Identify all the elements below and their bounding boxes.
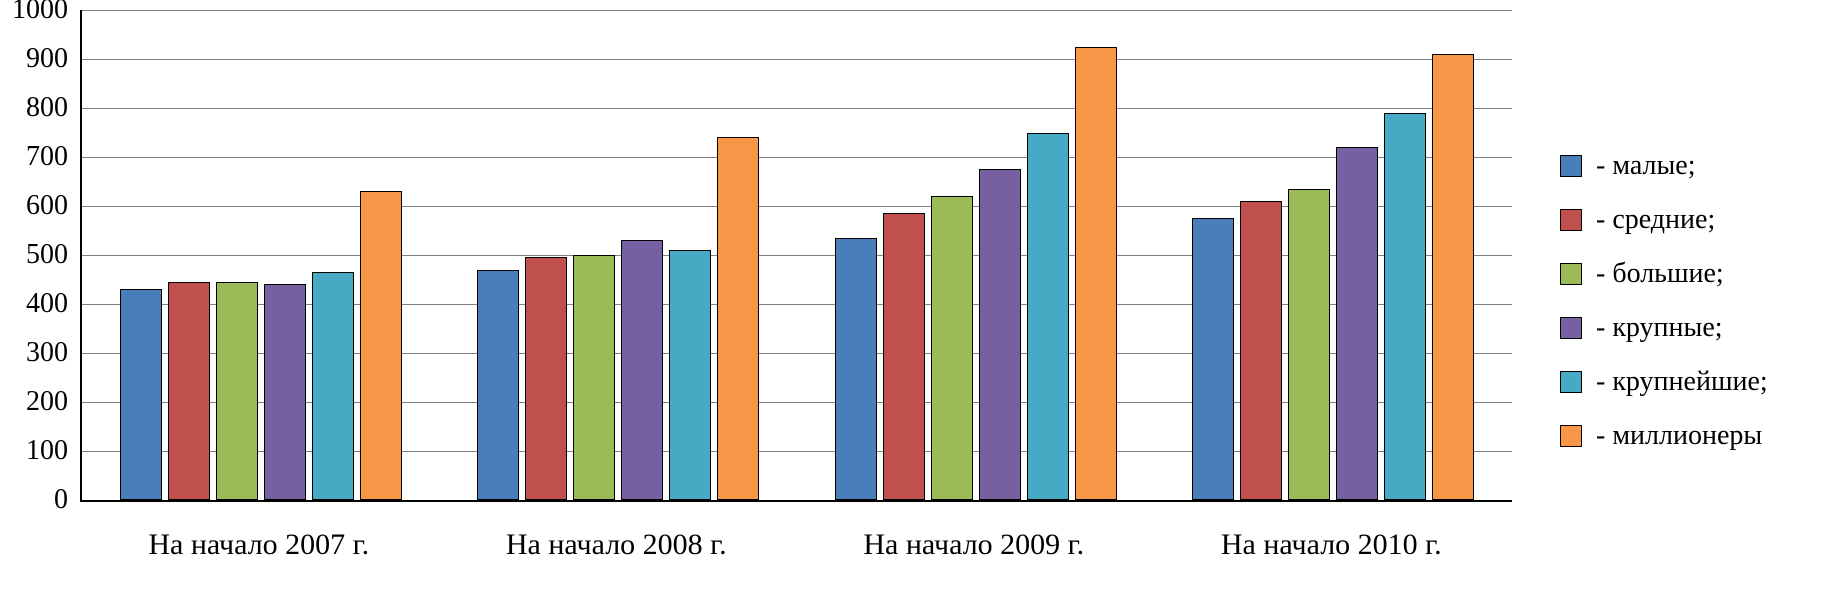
legend-item-малые: - малые; [1560, 155, 1768, 177]
grouped-bar-chart: 0 100 200 300 400 500 600 700 800 900 1000 На начал… [0, 0, 1839, 604]
legend-label: - крупные; [1596, 312, 1723, 344]
legend-label: - миллионеры [1596, 420, 1762, 452]
legend-swatch-icon [1560, 317, 1582, 339]
legend-swatch-icon [1560, 425, 1582, 447]
bar-большие [1288, 189, 1330, 500]
bar-большие [216, 282, 258, 500]
ytick-label: 600 [0, 190, 68, 222]
gridline [82, 10, 1512, 11]
bar-малые [477, 270, 519, 500]
ytick-label: 300 [0, 337, 68, 369]
ytick-label: 1000 [0, 0, 68, 26]
bar-большие [573, 255, 615, 500]
bar-миллионеры [360, 191, 402, 500]
bar-малые [835, 238, 877, 500]
legend: - малые;- средние;- большие;- крупные;- … [1560, 155, 1768, 479]
plot-area [80, 10, 1512, 502]
bar-средние [883, 213, 925, 500]
bar-средние [525, 257, 567, 500]
gridline [82, 59, 1512, 60]
bar-крупные [264, 284, 306, 500]
ytick-label: 700 [0, 141, 68, 173]
legend-label: - малые; [1596, 150, 1696, 182]
ytick-label: 900 [0, 43, 68, 75]
bar-крупнейшие [1384, 113, 1426, 500]
legend-swatch-icon [1560, 263, 1582, 285]
xtick-label: На начало 2009 г. [863, 528, 1084, 562]
bar-средние [168, 282, 210, 500]
bar-средние [1240, 201, 1282, 500]
bar-миллионеры [1432, 54, 1474, 500]
bar-крупнейшие [1027, 133, 1069, 501]
bar-крупные [979, 169, 1021, 500]
ytick-label: 500 [0, 239, 68, 271]
legend-swatch-icon [1560, 371, 1582, 393]
legend-item-большие: - большие; [1560, 263, 1768, 285]
xtick-label: На начало 2010 г. [1221, 528, 1442, 562]
gridline [82, 108, 1512, 109]
bar-малые [120, 289, 162, 500]
xtick-label: На начало 2007 г. [148, 528, 369, 562]
xtick-label: На начало 2008 г. [506, 528, 727, 562]
legend-label: - средние; [1596, 204, 1715, 236]
ytick-label: 0 [0, 484, 68, 516]
legend-label: - большие; [1596, 258, 1724, 290]
legend-item-средние: - средние; [1560, 209, 1768, 231]
bar-миллионеры [717, 137, 759, 500]
bar-крупнейшие [312, 272, 354, 500]
legend-label: - крупнейшие; [1596, 366, 1768, 398]
legend-swatch-icon [1560, 209, 1582, 231]
ytick-label: 100 [0, 435, 68, 467]
bar-миллионеры [1075, 47, 1117, 500]
bar-крупные [1336, 147, 1378, 500]
legend-item-крупнейшие: - крупнейшие; [1560, 371, 1768, 393]
bar-малые [1192, 218, 1234, 500]
bar-крупные [621, 240, 663, 500]
legend-item-миллионеры: - миллионеры [1560, 425, 1768, 447]
gridline [82, 157, 1512, 158]
legend-item-крупные: - крупные; [1560, 317, 1768, 339]
ytick-label: 200 [0, 386, 68, 418]
legend-swatch-icon [1560, 155, 1582, 177]
ytick-label: 400 [0, 288, 68, 320]
ytick-label: 800 [0, 92, 68, 124]
bar-крупнейшие [669, 250, 711, 500]
bar-большие [931, 196, 973, 500]
